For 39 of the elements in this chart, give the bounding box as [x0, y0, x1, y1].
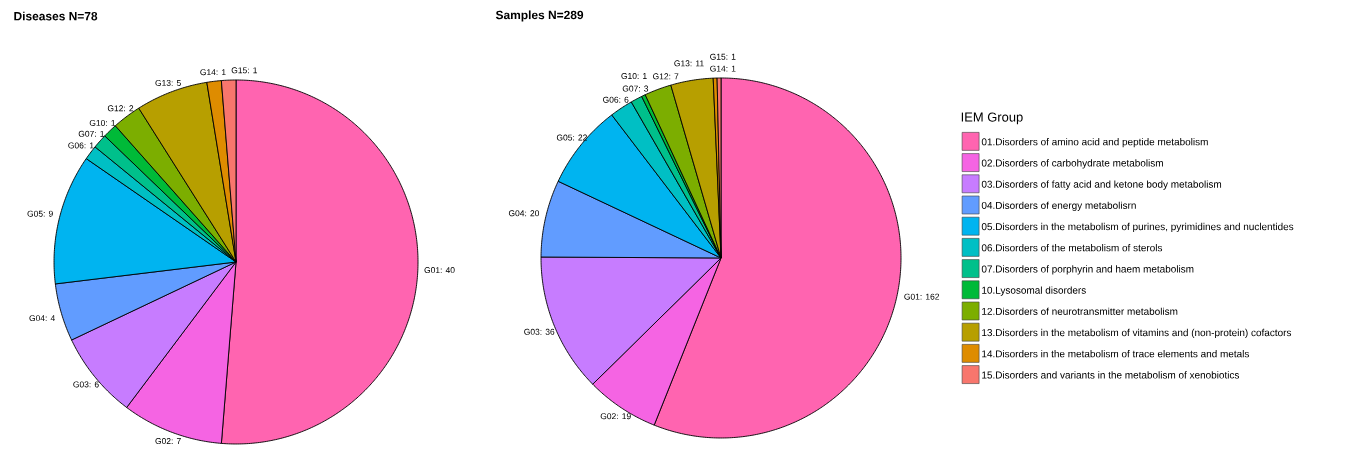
data-label: G01: 162 [904, 293, 940, 300]
legend-label: 13.Disorders in the metabolism of vitamins and (non-protein) cofactors [982, 328, 1292, 339]
legend-label: 02.Disorders of carbohydrate metabolism [981, 159, 1163, 169]
data-label: G06: 1 [68, 142, 94, 149]
data-label: G13: 11 [674, 60, 704, 67]
data-label: G02: 19 [600, 413, 631, 420]
data-label: G01: 40 [424, 267, 455, 274]
legend-label: 10.Lysosomal disorders [982, 286, 1086, 296]
data-label: G03: 6 [73, 381, 99, 388]
chart-title: Diseases N=78 [14, 11, 98, 21]
legend-label: 07.Disorders of porphyrin and haem metabolism [981, 265, 1194, 275]
data-label: G03: 36 [524, 328, 555, 335]
data-label: G07: 1 [78, 130, 105, 137]
legend-label: 15.Disorders and variants in the metabolism of xenobiotics [982, 371, 1240, 379]
data-label: G12: 7 [653, 73, 679, 80]
data-label: G15: 1 [231, 67, 258, 74]
legend-label: 14.Disorders in the metabolism of trace elements and metals [982, 350, 1249, 358]
data-label: G15: 1 [710, 53, 736, 60]
legend-label: 04.Disorders of energy metabolisrn [981, 201, 1136, 211]
data-label: G13: 5 [155, 79, 181, 86]
legend-label: 06.Disorders of the metabolism of sterols [981, 244, 1163, 252]
data-label: G05: 22 [556, 134, 587, 141]
data-label: G04: 20 [508, 210, 540, 217]
data-label: G14: 1 [710, 65, 736, 72]
data-label: G10: 1 [89, 119, 116, 126]
legend-label: 03.Disorders of fatty acid and ketone body metabolism [981, 180, 1222, 190]
data-label: G02: 7 [155, 438, 181, 445]
data-label: G10: 1 [621, 73, 647, 80]
data-label: G14: 1 [200, 69, 226, 76]
legend-label: 12.Disorders of neurotransmitter metabolism [982, 307, 1178, 315]
legend-label: 01.Disorders of amino acid and peptide metabolism [981, 138, 1208, 148]
data-label: G07: 3 [622, 85, 649, 92]
legend-label: 05.Disorders in the metabolism of purines, pyrimidines and nuclentides [981, 222, 1294, 233]
data-label: G12: 2 [107, 105, 134, 112]
chart-title: Samples N=289 [495, 10, 584, 22]
data-label: G04: 4 [29, 315, 55, 322]
data-label: G05: 9 [27, 210, 53, 217]
legend-title: IEM Group [961, 112, 1023, 125]
data-label: G06: 6 [603, 96, 629, 103]
